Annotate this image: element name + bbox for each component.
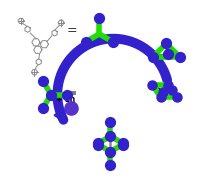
Point: [109, 164, 112, 167]
Point: [151, 55, 155, 58]
Point: [166, 83, 170, 86]
Point: [175, 95, 178, 98]
Point: [109, 121, 112, 124]
Point: [121, 143, 124, 146]
Point: [97, 143, 100, 146]
Point: [41, 79, 45, 82]
Point: [49, 93, 53, 96]
Point: [178, 55, 182, 58]
Text: III: III: [71, 91, 77, 96]
Point: [109, 150, 112, 153]
Point: [109, 135, 112, 138]
Point: [97, 142, 100, 145]
Point: [170, 88, 173, 91]
Text: =: =: [67, 24, 78, 37]
Point: [84, 40, 87, 43]
Point: [111, 40, 115, 43]
Point: [121, 142, 124, 145]
Point: [164, 42, 168, 45]
Point: [65, 93, 68, 96]
Point: [161, 91, 165, 94]
Point: [151, 83, 154, 86]
Point: [166, 53, 169, 56]
Point: [70, 106, 73, 109]
Point: [159, 95, 162, 98]
Point: [97, 17, 101, 20]
Text: + Ln: + Ln: [57, 95, 76, 104]
Point: [41, 107, 45, 110]
